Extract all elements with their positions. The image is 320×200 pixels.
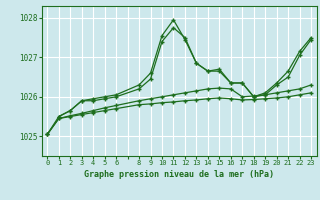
X-axis label: Graphe pression niveau de la mer (hPa): Graphe pression niveau de la mer (hPa) <box>84 170 274 179</box>
